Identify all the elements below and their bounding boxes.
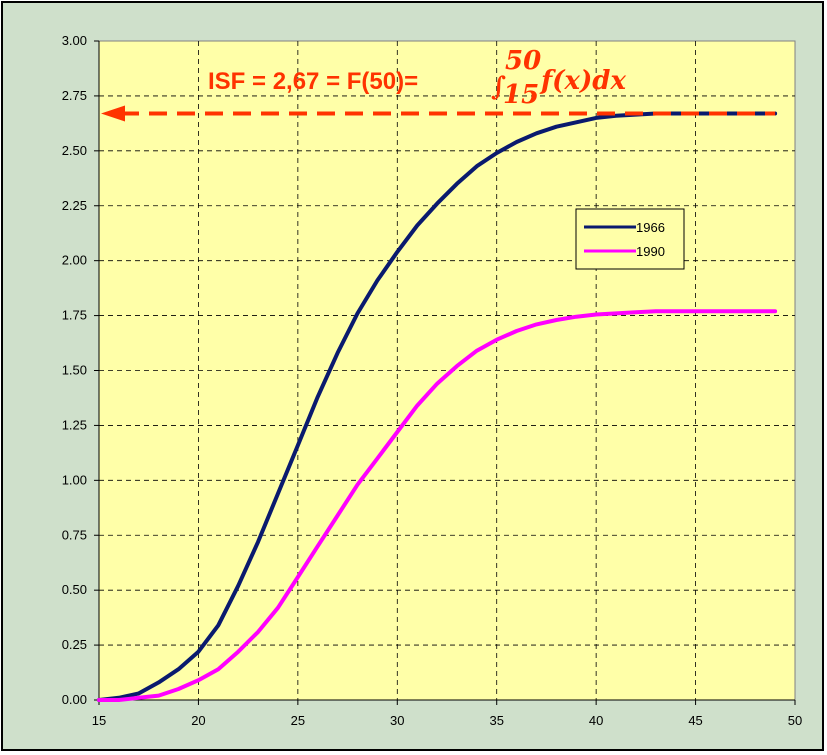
annotation-text: ISF = 2,67 = F(50)= bbox=[208, 68, 418, 95]
x-tick-label: 40 bbox=[589, 713, 603, 728]
x-tick-label: 15 bbox=[92, 713, 106, 728]
y-tick-label: 2.50 bbox=[62, 143, 87, 158]
integrand: f(x)dx bbox=[539, 66, 626, 96]
line-chart: 0.00 0.25 0.50 0.75 1.00 1.25 1.50 1.75 2.00 2.25… bbox=[62, 33, 803, 728]
plot-area bbox=[98, 40, 796, 701]
x-tick-label: 30 bbox=[390, 713, 404, 728]
x-tick-label: 45 bbox=[688, 713, 702, 728]
x-tick-label: 35 bbox=[489, 713, 503, 728]
legend-box bbox=[575, 208, 685, 270]
y-tick-label: 0.25 bbox=[62, 637, 87, 652]
y-tick-label: 0.00 bbox=[62, 692, 87, 707]
y-tick-label: 1.25 bbox=[62, 417, 87, 432]
y-tick-label: 2.00 bbox=[62, 253, 87, 268]
integral-upper-limit: 50 bbox=[505, 46, 541, 76]
y-tick-label: 2.25 bbox=[62, 198, 87, 213]
y-tick-label: 3.00 bbox=[62, 33, 87, 48]
legend-label-1966: 1966 bbox=[636, 220, 665, 235]
axes: 0.00 0.25 0.50 0.75 1.00 1.25 1.50 1.75 2.00 2.25… bbox=[62, 33, 803, 728]
y-tick-label: 1.50 bbox=[62, 363, 87, 378]
annotation-formula: ISF = 2,67 = F(50)= ∫ 50 15 f(x)dx bbox=[208, 46, 626, 110]
legend: 1966 1990 bbox=[575, 208, 685, 270]
y-tick-label: 2.75 bbox=[62, 88, 87, 103]
x-tick-label: 25 bbox=[291, 713, 305, 728]
y-tick-label: 0.50 bbox=[62, 582, 87, 597]
integral-lower-limit: 15 bbox=[503, 80, 539, 110]
series-line-1990 bbox=[97, 309, 778, 702]
y-tick-label: 0.75 bbox=[62, 527, 87, 542]
y-tick-label: 1.75 bbox=[62, 308, 87, 323]
x-tick-label: 20 bbox=[191, 713, 205, 728]
reference-arrowhead bbox=[101, 105, 125, 122]
x-tick-label: 50 bbox=[788, 713, 802, 728]
legend-label-1990: 1990 bbox=[636, 244, 665, 259]
y-tick-label: 1.00 bbox=[62, 472, 87, 487]
integral-sign: ∫ bbox=[491, 72, 506, 102]
reference-arrow bbox=[101, 105, 776, 122]
